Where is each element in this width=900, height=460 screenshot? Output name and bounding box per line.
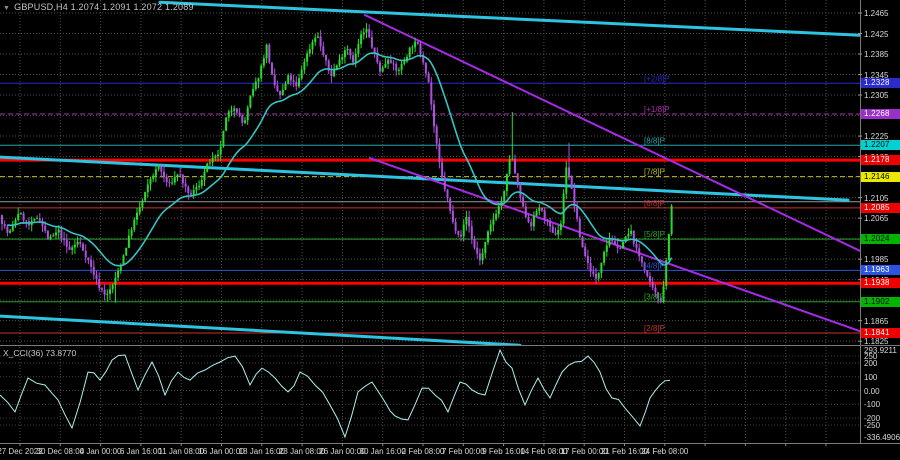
price-tick-label: 1.2465 [864, 9, 889, 18]
murrey-level-label: [+2/8]P [644, 74, 670, 83]
price-tick-label: 1.2425 [864, 29, 889, 39]
indicator-label: X_CCI(36) 73.8770 [3, 348, 76, 358]
time-tick-label: 11 Jan 08:00 [158, 447, 205, 456]
price-tag: 1.2328 [861, 78, 900, 89]
price-tag: 1.1841 [861, 328, 900, 338]
time-tick-label: 9 Feb 16:00 [482, 447, 525, 456]
price-tick-label: 1.2225 [864, 132, 889, 142]
time-tick-label: 23 Jan 08:00 [278, 447, 326, 456]
chart-title: ▼ GBPUSD,H4 1.2074 1.2091 1.2072 1.2089 [3, 2, 194, 12]
cci-tick-label: 200 [864, 358, 878, 368]
murrey-level-label: [7/8]P [644, 168, 665, 177]
price-tag: 1.1938 [861, 278, 900, 289]
time-tick-label: 4 Jan 00:00 [79, 447, 122, 456]
cci-tick-label: 0.00 [864, 386, 880, 396]
price-tag: 1.2085 [861, 202, 900, 213]
symbol-dropdown-icon[interactable]: ▼ [3, 5, 11, 12]
indicator-value: 73.8770 [45, 348, 77, 358]
indicator-name: X_CCI(36) [3, 348, 44, 358]
title-text: GBPUSD,H4 1.2074 1.2091 1.2072 1.2089 [14, 2, 194, 12]
price-tag: 1.1902 [861, 296, 900, 307]
price-tag: 1.2268 [861, 109, 900, 120]
murrey-level-label: [+1/8]P [644, 105, 670, 114]
cci-tick-label: -250 [864, 421, 881, 431]
price-tick-label: 1.2065 [864, 214, 889, 224]
price-tick-label: 1.1825 [864, 337, 889, 347]
time-tick-label: 6 Jan 16:00 [119, 447, 162, 456]
price-tag: 1.2024 [861, 234, 900, 245]
time-tick-label: 16 Jan 00:00 [198, 447, 245, 456]
time-tick-label: 30 Dec 08:00 [36, 447, 85, 456]
cci-tick-label: 250 [864, 352, 878, 362]
price-tag: 1.2207 [861, 140, 900, 151]
cci-tick-label: -100 [864, 400, 881, 410]
murrey-level-label: [5/8]P [644, 230, 665, 239]
price-tick-label: 1.1985 [864, 255, 889, 265]
price-tag: 1.1963 [861, 265, 900, 276]
time-tick-label: 7 Feb 00:00 [441, 447, 485, 456]
murrey-level-label: [8/8]P [644, 136, 665, 145]
murrey-level-label: [6/8]P [644, 199, 665, 208]
murrey-level-label: [4/8]P [644, 261, 665, 270]
cci-tick-label: -200 [864, 414, 881, 424]
time-tick-label: 30 Jan 16:00 [359, 447, 406, 456]
murrey-level-label: [2/8]P [644, 324, 665, 333]
price-tick-label: 1.2345 [864, 70, 889, 80]
cci-tick-label: 293.9211 [864, 346, 897, 355]
price-tick-label: 1.1865 [864, 316, 889, 326]
time-tick-label: 14 Feb 08:00 [520, 447, 568, 456]
time-tick-label: 24 Feb 08:00 [641, 447, 689, 456]
price-tag: 1.2178 [861, 155, 900, 166]
time-tick-label: 18 Jan 16:00 [238, 447, 285, 456]
murrey-level-label: [3/8]P [644, 293, 665, 302]
price-tick-label: 1.2105 [864, 193, 889, 203]
price-tick-label: 1.2385 [864, 50, 889, 60]
time-tick-label: 2 Feb 08:00 [401, 447, 445, 456]
time-tick-label: 27 Dec 2022 [0, 447, 43, 456]
cci-tick-label: -336.4906 [864, 432, 900, 442]
price-tick-label: 1.2305 [864, 91, 889, 101]
time-tick-label: 26 Jan 00:00 [319, 447, 366, 456]
time-tick-label: 21 Feb 16:00 [600, 447, 649, 456]
price-tag: 1.2146 [861, 171, 900, 182]
time-tick-label: 17 Feb 00:00 [560, 447, 608, 456]
cci-tick-label: 100 [864, 372, 878, 382]
